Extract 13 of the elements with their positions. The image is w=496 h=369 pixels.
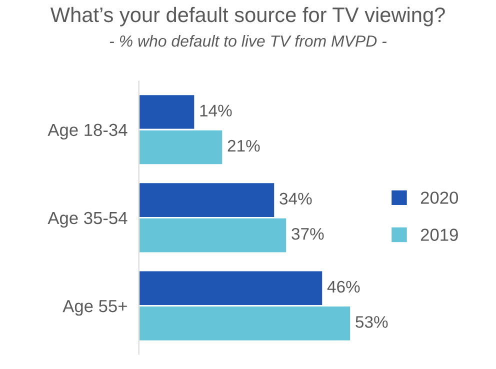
data-label: 34% <box>280 192 312 205</box>
chart-subtitle: - % who default to live TV from MVPD - <box>110 34 387 47</box>
y-tick-label: Age 55+ <box>62 300 127 316</box>
data-label: 37% <box>292 228 324 240</box>
data-label: 53% <box>356 316 388 328</box>
legend-label: 2019 <box>420 228 458 241</box>
data-label: 21% <box>228 140 260 152</box>
data-label: 46% <box>327 280 360 293</box>
y-tick-label: Age 18-34 <box>48 124 128 140</box>
chart-title: What’s your default source for TV viewing? <box>50 6 445 26</box>
data-label: 14% <box>200 104 232 116</box>
y-tick-label: Age 35-54 <box>48 212 128 228</box>
legend-label: 2020 <box>420 192 458 204</box>
